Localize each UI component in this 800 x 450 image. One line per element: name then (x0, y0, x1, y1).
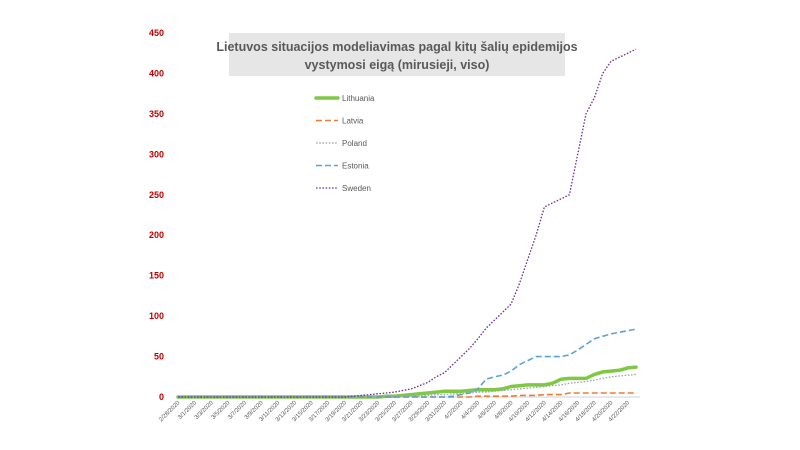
series-line-poland (178, 373, 637, 398)
y-tick-label: 250 (149, 190, 164, 200)
chart-title: Lietuvos situacijos modeliavimas pagal k… (216, 40, 577, 54)
y-tick-label: 450 (149, 28, 164, 38)
y-tick-label: 350 (149, 109, 164, 119)
series-line-sweden (178, 48, 637, 398)
x-axis: 2/28/20203/1/20203/3/20203/5/20203/7/202… (158, 400, 631, 424)
y-tick-label: 400 (149, 68, 164, 78)
legend: Lithuania Latvia Poland Estonia Sweden (314, 94, 375, 193)
y-tick-label: 0 (159, 392, 164, 402)
y-tick-label: 200 (149, 230, 164, 240)
series-line-lithuania (176, 365, 638, 399)
series-layer (176, 48, 638, 399)
legend-label-poland: Poland (342, 139, 367, 148)
y-tick-label: 300 (149, 149, 164, 159)
title-background (229, 33, 565, 76)
y-tick-label: 100 (149, 311, 164, 321)
legend-label-sweden: Sweden (342, 184, 371, 193)
y-tick-label: 150 (149, 271, 164, 281)
legend-label-lithuania: Lithuania (342, 94, 375, 103)
series-line-estonia (178, 328, 637, 398)
legend-label-estonia: Estonia (342, 162, 369, 171)
chart-subtitle: vystymosi eigą (mirusieji, viso) (305, 58, 490, 72)
y-tick-label: 50 (154, 352, 164, 362)
legend-label-latvia: Latvia (342, 117, 364, 126)
title-box: Lietuvos situacijos modeliavimas pagal k… (216, 33, 578, 76)
x-tick-label: 2/28/2020 (158, 400, 182, 424)
y-axis: 0 50 100 150 200 250 300 350 400 450 (149, 28, 164, 402)
